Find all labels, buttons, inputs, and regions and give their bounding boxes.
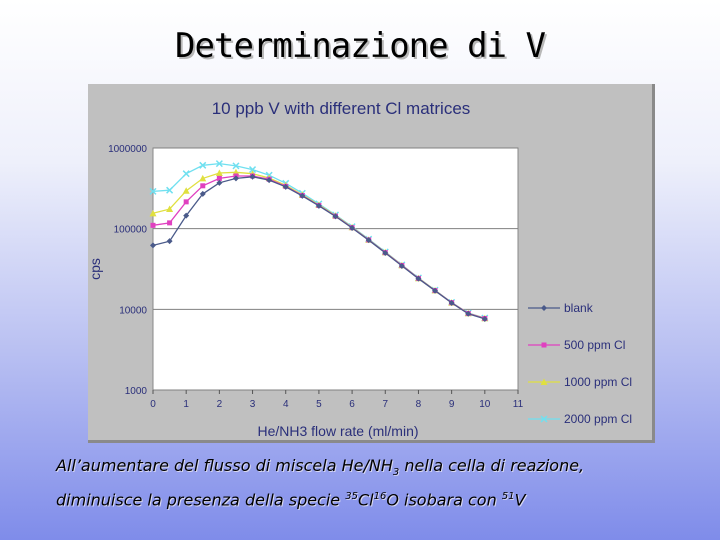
data-point-blank [448,299,455,306]
data-point-blank [398,262,405,269]
data-point-blank [232,175,239,182]
caption-superscript-3: 51 [501,491,515,503]
data-point-blank [332,213,339,220]
data-point-blank [349,224,356,231]
y-tick-label: 10000 [119,305,147,316]
caption-text-2a: diminuisce la presenza della specie [56,490,346,510]
plot-area [152,147,519,391]
data-point-blank [365,237,372,244]
data-point-blank [299,192,306,199]
legend-marker-1000-ppm-cl [540,378,548,385]
x-tick-label: 8 [416,399,422,410]
data-point-blank [166,238,173,245]
legend-label-1000-ppm-cl: 1000 ppm Cl [564,375,632,389]
caption-text-2b: Cl [357,490,374,510]
caption-superscript-1: 35 [345,491,358,503]
x-tick-label: 9 [449,399,455,410]
data-point-2000-ppm-cl [182,170,190,178]
legend-marker-500-ppm-cl [541,342,547,348]
x-tick-label: 2 [217,399,223,410]
x-tick-label: 0 [150,399,156,410]
chart-panel: 10 ppb V with different Cl matrices 1000 1… [88,84,655,443]
data-point-blank [315,202,322,209]
caption-subscript: 3 [392,467,400,479]
legend-marker-2000-ppm-cl [540,415,548,423]
caption-superscript-2: 16 [373,491,387,503]
line-chart: 10 ppb V with different Cl matrices 1000 1… [88,99,632,439]
data-point-blank [216,179,223,186]
x-tick-label: 5 [316,399,322,410]
data-point-blank [382,249,389,256]
slide-title: Determinazione di V [175,26,546,66]
data-point-blank [465,310,472,317]
data-point-blank [432,287,439,294]
caption-text-1-end: nella cella di reazione, [399,456,585,475]
data-point-blank [183,212,190,219]
data-point-1000-ppm-cl [215,169,223,176]
legend-marker-blank [541,305,547,311]
data-point-1000-ppm-cl [182,187,190,194]
y-tick-label: 1000 [125,386,148,397]
x-tick-label: 1 [183,399,189,410]
legend-label-blank: blank [564,301,594,315]
caption-text-2d: V [514,490,526,510]
x-tick-label: 3 [250,399,256,410]
y-tick-label: 1000000 [108,144,147,155]
caption-text-2c: O isobara con [386,490,502,510]
data-point-2000-ppm-cl [149,187,157,195]
x-tick-label: 4 [283,399,289,410]
legend-label-2000-ppm-cl: 2000 ppm Cl [564,412,632,426]
data-point-1000-ppm-cl [166,205,174,213]
data-point-2000-ppm-cl [166,186,174,194]
data-point-blank [266,177,273,184]
data-point-500-ppm-cl [200,183,206,189]
data-point-blank [282,183,289,190]
chart-title: 10 ppb V with different Cl matrices [212,99,471,118]
x-axis-label: He/NH3 flow rate (ml/min) [257,423,418,439]
data-point-2000-ppm-cl [199,161,207,169]
data-point-blank [481,315,488,322]
data-point-500-ppm-cl [150,222,156,228]
x-tick-label: 10 [479,399,491,410]
data-point-500-ppm-cl [183,199,189,205]
slide-caption: All’aumentare del flusso di miscela He/N… [56,454,666,513]
data-point-2000-ppm-cl [215,160,223,168]
data-point-1000-ppm-cl [199,174,207,182]
data-point-500-ppm-cl [216,175,222,181]
data-point-blank [150,242,156,249]
data-point-blank [249,173,256,180]
legend-label-500-ppm-cl: 500 ppm Cl [564,338,625,352]
x-tick-label: 6 [349,399,355,410]
caption-text-1: All’aumentare del flusso di miscela He/N… [56,456,393,475]
data-point-blank [415,275,422,282]
y-tick-label: 100000 [114,225,148,236]
data-point-blank [199,190,206,197]
x-tick-label: 11 [513,399,524,410]
y-axis-label: cps [88,258,103,280]
data-point-2000-ppm-cl [249,166,257,174]
data-point-2000-ppm-cl [232,162,240,170]
x-tick-label: 7 [382,399,388,410]
data-point-500-ppm-cl [167,220,173,226]
data-point-1000-ppm-cl [149,209,157,217]
